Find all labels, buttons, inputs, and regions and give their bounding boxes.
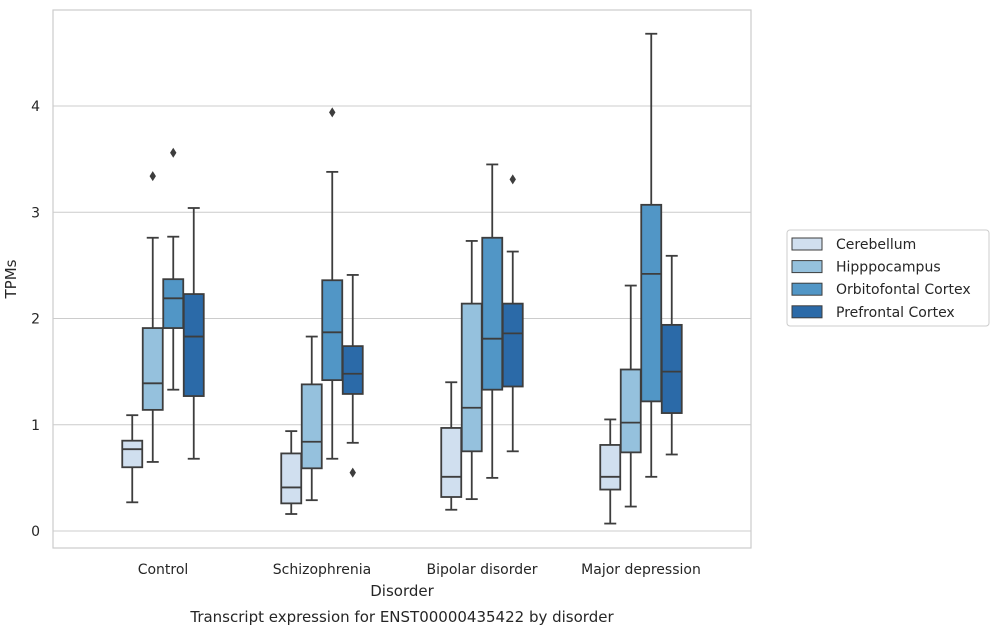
chart-title: Transcript expression for ENST0000043542… [189, 608, 614, 626]
outlier-point [349, 467, 356, 478]
y-axis-label: TPMs [2, 259, 20, 299]
legend-label: Prefrontal Cortex [836, 305, 955, 321]
box-iqr [321, 279, 344, 382]
legend: Cerebellum Hipppocampus Orbitofontal Corte… [786, 229, 990, 327]
box-orbitofontal-cortex [162, 147, 185, 391]
box-iqr [501, 302, 524, 388]
box-iqr [619, 368, 642, 454]
box-iqr [280, 452, 303, 505]
plot-area [121, 32, 683, 525]
outlier-point [149, 171, 156, 182]
outlier-point [329, 107, 336, 118]
x-tick-label: Schizophrenia [273, 562, 371, 578]
box-hipppocampus [141, 171, 164, 463]
y-tick-label: 4 [31, 99, 40, 115]
box-iqr [300, 383, 323, 470]
y-tick-label: 0 [31, 524, 40, 540]
box-orbitofontal-cortex [481, 163, 504, 479]
box-iqr [660, 323, 683, 414]
legend-label: Orbitofontal Cortex [836, 282, 971, 298]
box-iqr [481, 236, 504, 391]
legend-swatch [791, 237, 823, 251]
box-orbitofontal-cortex [640, 32, 663, 478]
x-tick-label: Control [138, 562, 189, 578]
y-tick-label: 1 [31, 418, 40, 434]
outlier-point [509, 174, 516, 185]
box-iqr [599, 444, 622, 491]
box-iqr [460, 302, 483, 453]
x-axis-ticks: Control Schizophrenia Bipolar disorder Majo… [138, 562, 701, 578]
box-iqr [141, 327, 164, 411]
box-iqr [640, 203, 663, 403]
plot-frame [52, 9, 752, 549]
box-iqr [162, 278, 185, 329]
x-tick-label: Bipolar disorder [426, 562, 537, 578]
legend-swatch [791, 260, 823, 274]
box-hipppocampus [619, 284, 642, 508]
box-prefrontal-cortex [660, 254, 683, 456]
box-cerebellum [280, 430, 303, 515]
box-iqr [182, 293, 205, 397]
box-hipppocampus [300, 335, 323, 502]
legend-label: Hipppocampus [836, 260, 941, 276]
outlier-point [170, 147, 177, 158]
box-iqr [440, 427, 463, 498]
box-orbitofontal-cortex [321, 107, 344, 460]
legend-swatch [791, 282, 823, 296]
legend-frame [786, 229, 990, 327]
box-iqr [341, 345, 364, 395]
y-tick-label: 2 [31, 312, 40, 328]
y-tick-label: 3 [31, 205, 40, 221]
x-tick-label: Major depression [581, 562, 701, 578]
box-prefrontal-cortex [341, 274, 364, 478]
y-axis-ticks: 0 1 2 3 4 [31, 99, 40, 540]
box-prefrontal-cortex [182, 207, 205, 460]
box-iqr [121, 439, 144, 469]
legend-label: Cerebellum [836, 237, 916, 253]
box-cerebellum [121, 414, 144, 504]
x-axis-label: Disorder [370, 582, 434, 600]
legend-swatch [791, 305, 823, 319]
box-cerebellum [440, 381, 463, 511]
box-prefrontal-cortex [501, 174, 524, 453]
box-cerebellum [599, 418, 622, 525]
box-hipppocampus [460, 240, 483, 501]
